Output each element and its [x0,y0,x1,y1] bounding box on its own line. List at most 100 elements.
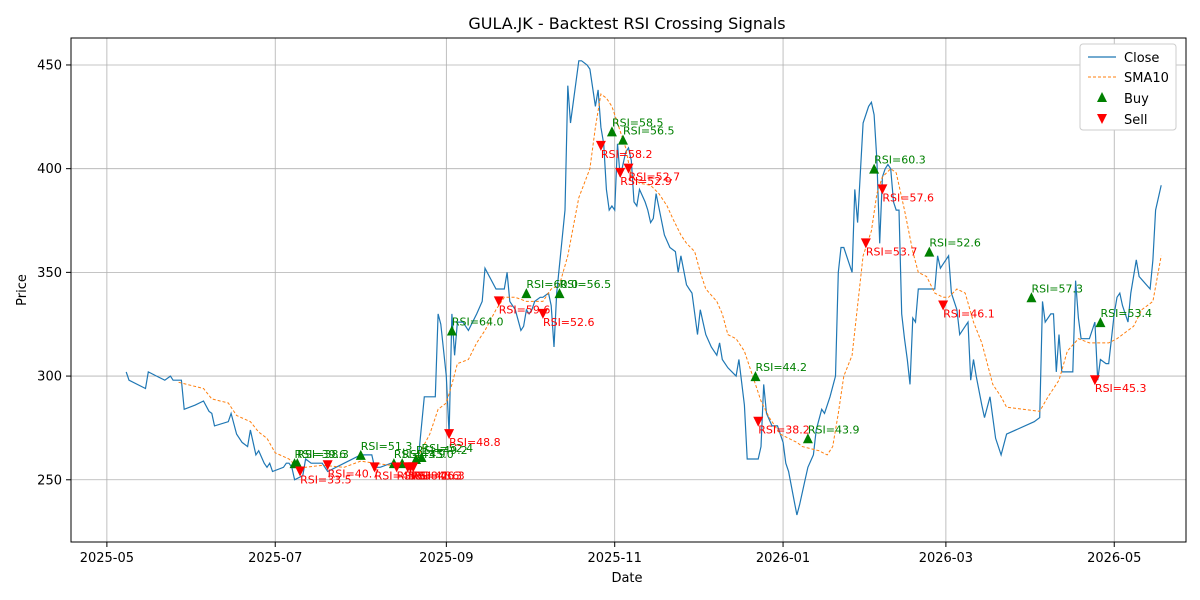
x-tick-label: 2026-01 [756,551,810,566]
x-tick-label: 2025-11 [588,551,642,566]
sell-annotation: RSI=41.6 [408,469,460,482]
sell-annotation: RSI=58.2 [601,148,653,161]
x-tick-label: 2026-05 [1087,551,1141,566]
buy-marker [869,163,880,174]
sell-marker [295,466,306,477]
sell-marker [753,416,764,427]
signal-annotations: RSI=39.6RSI=38.3RSI=51.3RSI=43.9RSI=45.0… [295,116,1152,486]
sell-annotation: RSI=38.2 [397,469,449,482]
sma10-series-line [178,93,1162,468]
sell-marker [408,462,419,473]
buy-annotation: RSI=56.5 [623,125,675,138]
buy-annotation: RSI=64.0 [452,315,504,328]
buy-annotation: RSI=44.2 [755,361,807,374]
buy-annotation: RSI=52.6 [929,237,981,250]
x-tick-label: 2025-07 [248,551,302,566]
buy-marker [554,288,565,299]
buy-marker [292,458,303,469]
buy-marker [521,288,532,299]
y-tick-label: 250 [37,473,62,488]
y-axis-ticks: 250 300 350 400 450 [37,58,71,488]
x-axis-label: Date [611,571,642,586]
x-axis-ticks: 2025-05 2025-07 2025-09 2025-11 2026-01 2026-… [80,542,1141,566]
sell-annotation: RSI=45.3 [1095,382,1147,395]
plot-frame [70,37,1187,543]
buy-annotation: RSI=57.3 [1031,282,1083,295]
buy-annotation: RSI=58.5 [612,116,664,129]
x-tick-label: 2026-03 [919,551,973,566]
sell-marker [493,296,504,307]
buy-annotation: RSI=38.3 [297,448,349,461]
sell-annotation: RSI=52.9 [620,175,672,188]
buy-markers [289,126,1106,469]
buy-annotation: RSI=60.0 [526,278,578,291]
plot-series: RSI=39.6RSI=38.3RSI=51.3RSI=43.9RSI=45.0… [125,60,1162,516]
legend-close-label: Close [1124,51,1159,66]
chart-title: GULA.JK - Backtest RSI Crossing Signals [468,14,785,33]
buy-marker [750,371,761,382]
plot-area [71,38,1186,542]
sell-annotation: RSI=38.2 [758,424,810,437]
buy-annotation: RSI=53.4 [1100,307,1152,320]
x-tick-label: 2025-09 [419,551,473,566]
sell-annotation: RSI=57.6 [882,191,934,204]
sell-annotation: RSI=48.8 [449,436,501,449]
sell-marker [860,238,871,249]
buy-annotation: RSI=39.6 [295,448,347,461]
y-tick-label: 300 [37,370,62,385]
sell-annotation: RSI=40.7 [328,467,380,480]
sell-annotation: RSI=45.6 [375,469,427,482]
buy-annotation: RSI=56.5 [560,278,612,291]
buy-marker [446,325,457,336]
sell-annotation: RSI=46.3 [413,469,465,482]
legend-buy-swatch [1097,92,1107,102]
sell-annotation: RSI=59.6 [499,303,551,316]
legend-sell-label: Sell [1124,113,1147,128]
y-tick-label: 350 [37,266,62,281]
buy-marker [1095,317,1106,328]
buy-annotation: RSI=43.9 [394,448,446,461]
sell-marker [615,167,626,178]
sell-annotation: RSI=46.1 [943,308,995,321]
buy-marker [606,126,617,137]
sell-annotation: RSI=33.5 [300,473,352,486]
buy-marker [1026,292,1037,303]
sell-marker [623,163,634,174]
legend: Close SMA10 Buy Sell [1079,43,1177,131]
close-series-line [125,60,1162,516]
sell-marker [444,429,455,440]
y-tick-label: 450 [37,58,62,73]
sell-annotation: RSI=52.7 [629,171,681,184]
legend-sell-swatch [1097,114,1107,124]
buy-marker [416,451,427,462]
legend-sma10-label: SMA10 [1124,71,1169,86]
buy-marker [924,246,935,257]
x-tick-label: 2025-05 [80,551,134,566]
sell-marker [369,462,380,473]
sell-markers [295,140,1100,477]
buy-marker [617,134,628,145]
y-axis-label: Price [15,274,30,306]
sell-marker [537,308,548,319]
sell-annotation: RSI=52.6 [543,316,595,329]
sell-marker [595,140,606,151]
sell-marker [391,462,402,473]
sell-marker [322,460,333,471]
buy-annotation: RSI=49.2 [416,444,468,457]
sell-annotation: RSI=53.7 [866,245,918,258]
sell-marker [1089,375,1100,386]
sell-marker [938,300,949,311]
buy-annotation: RSI=43.9 [808,423,860,436]
buy-marker [802,433,813,444]
sell-annotation: RSI=43.3 [410,469,462,482]
legend-buy-label: Buy [1124,92,1149,107]
buy-annotation: RSI=45.0 [402,448,454,461]
buy-annotation: RSI=51.3 [361,440,413,453]
buy-marker [355,449,366,460]
buy-annotation: RSI=60.3 [874,154,926,167]
y-tick-label: 400 [37,162,62,177]
legend-box [1079,43,1177,131]
sell-marker [877,184,888,195]
buy-annotation: RSI=52.4 [422,442,474,455]
